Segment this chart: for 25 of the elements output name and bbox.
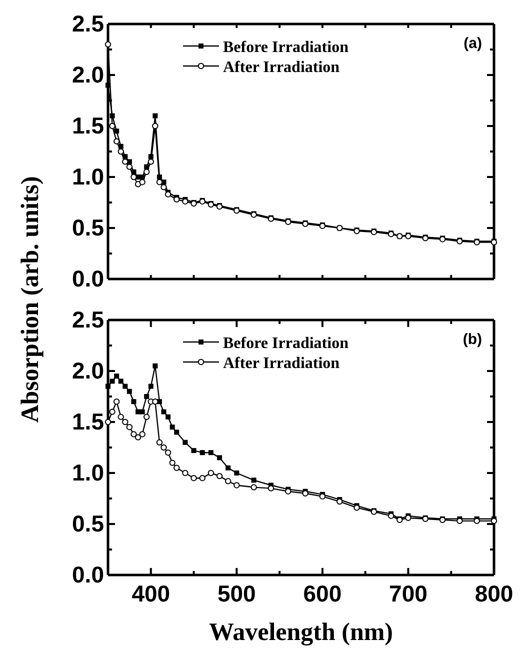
legend-label: Before Irradiation xyxy=(223,335,349,352)
x-tick-label: 600 xyxy=(303,580,342,606)
y-tick-label: 1.0 xyxy=(72,163,104,190)
legend-label: After Irradiation xyxy=(223,59,340,76)
y-tick-label: 2.5 xyxy=(72,306,104,332)
annotation: (b) xyxy=(462,331,482,348)
y-axis-title: Absorption (arb. units) xyxy=(17,176,44,423)
y-tick-label: 0.0 xyxy=(72,561,104,588)
annotation: (a) xyxy=(464,35,482,52)
legend-label: After Irradiation xyxy=(223,355,340,372)
y-tick-label: 1.5 xyxy=(72,112,104,138)
y-tick-label: 2.0 xyxy=(72,357,104,384)
legend-label: Before Irradiation xyxy=(223,39,349,56)
y-tick-label: 0.0 xyxy=(72,265,104,292)
x-tick-label: 500 xyxy=(217,580,256,606)
x-axis-title: Wavelength (nm) xyxy=(208,619,394,646)
y-tick-label: 2.0 xyxy=(72,61,104,88)
y-tick-label: 0.5 xyxy=(72,510,104,536)
y-tick-label: 2.5 xyxy=(72,10,104,36)
x-tick-label: 700 xyxy=(389,580,428,606)
x-tick-label: 800 xyxy=(474,580,514,606)
y-tick-label: 1.5 xyxy=(72,408,104,434)
x-tick-label: 400 xyxy=(132,580,170,606)
y-tick-label: 1.0 xyxy=(72,459,104,486)
y-tick-label: 0.5 xyxy=(72,214,104,240)
